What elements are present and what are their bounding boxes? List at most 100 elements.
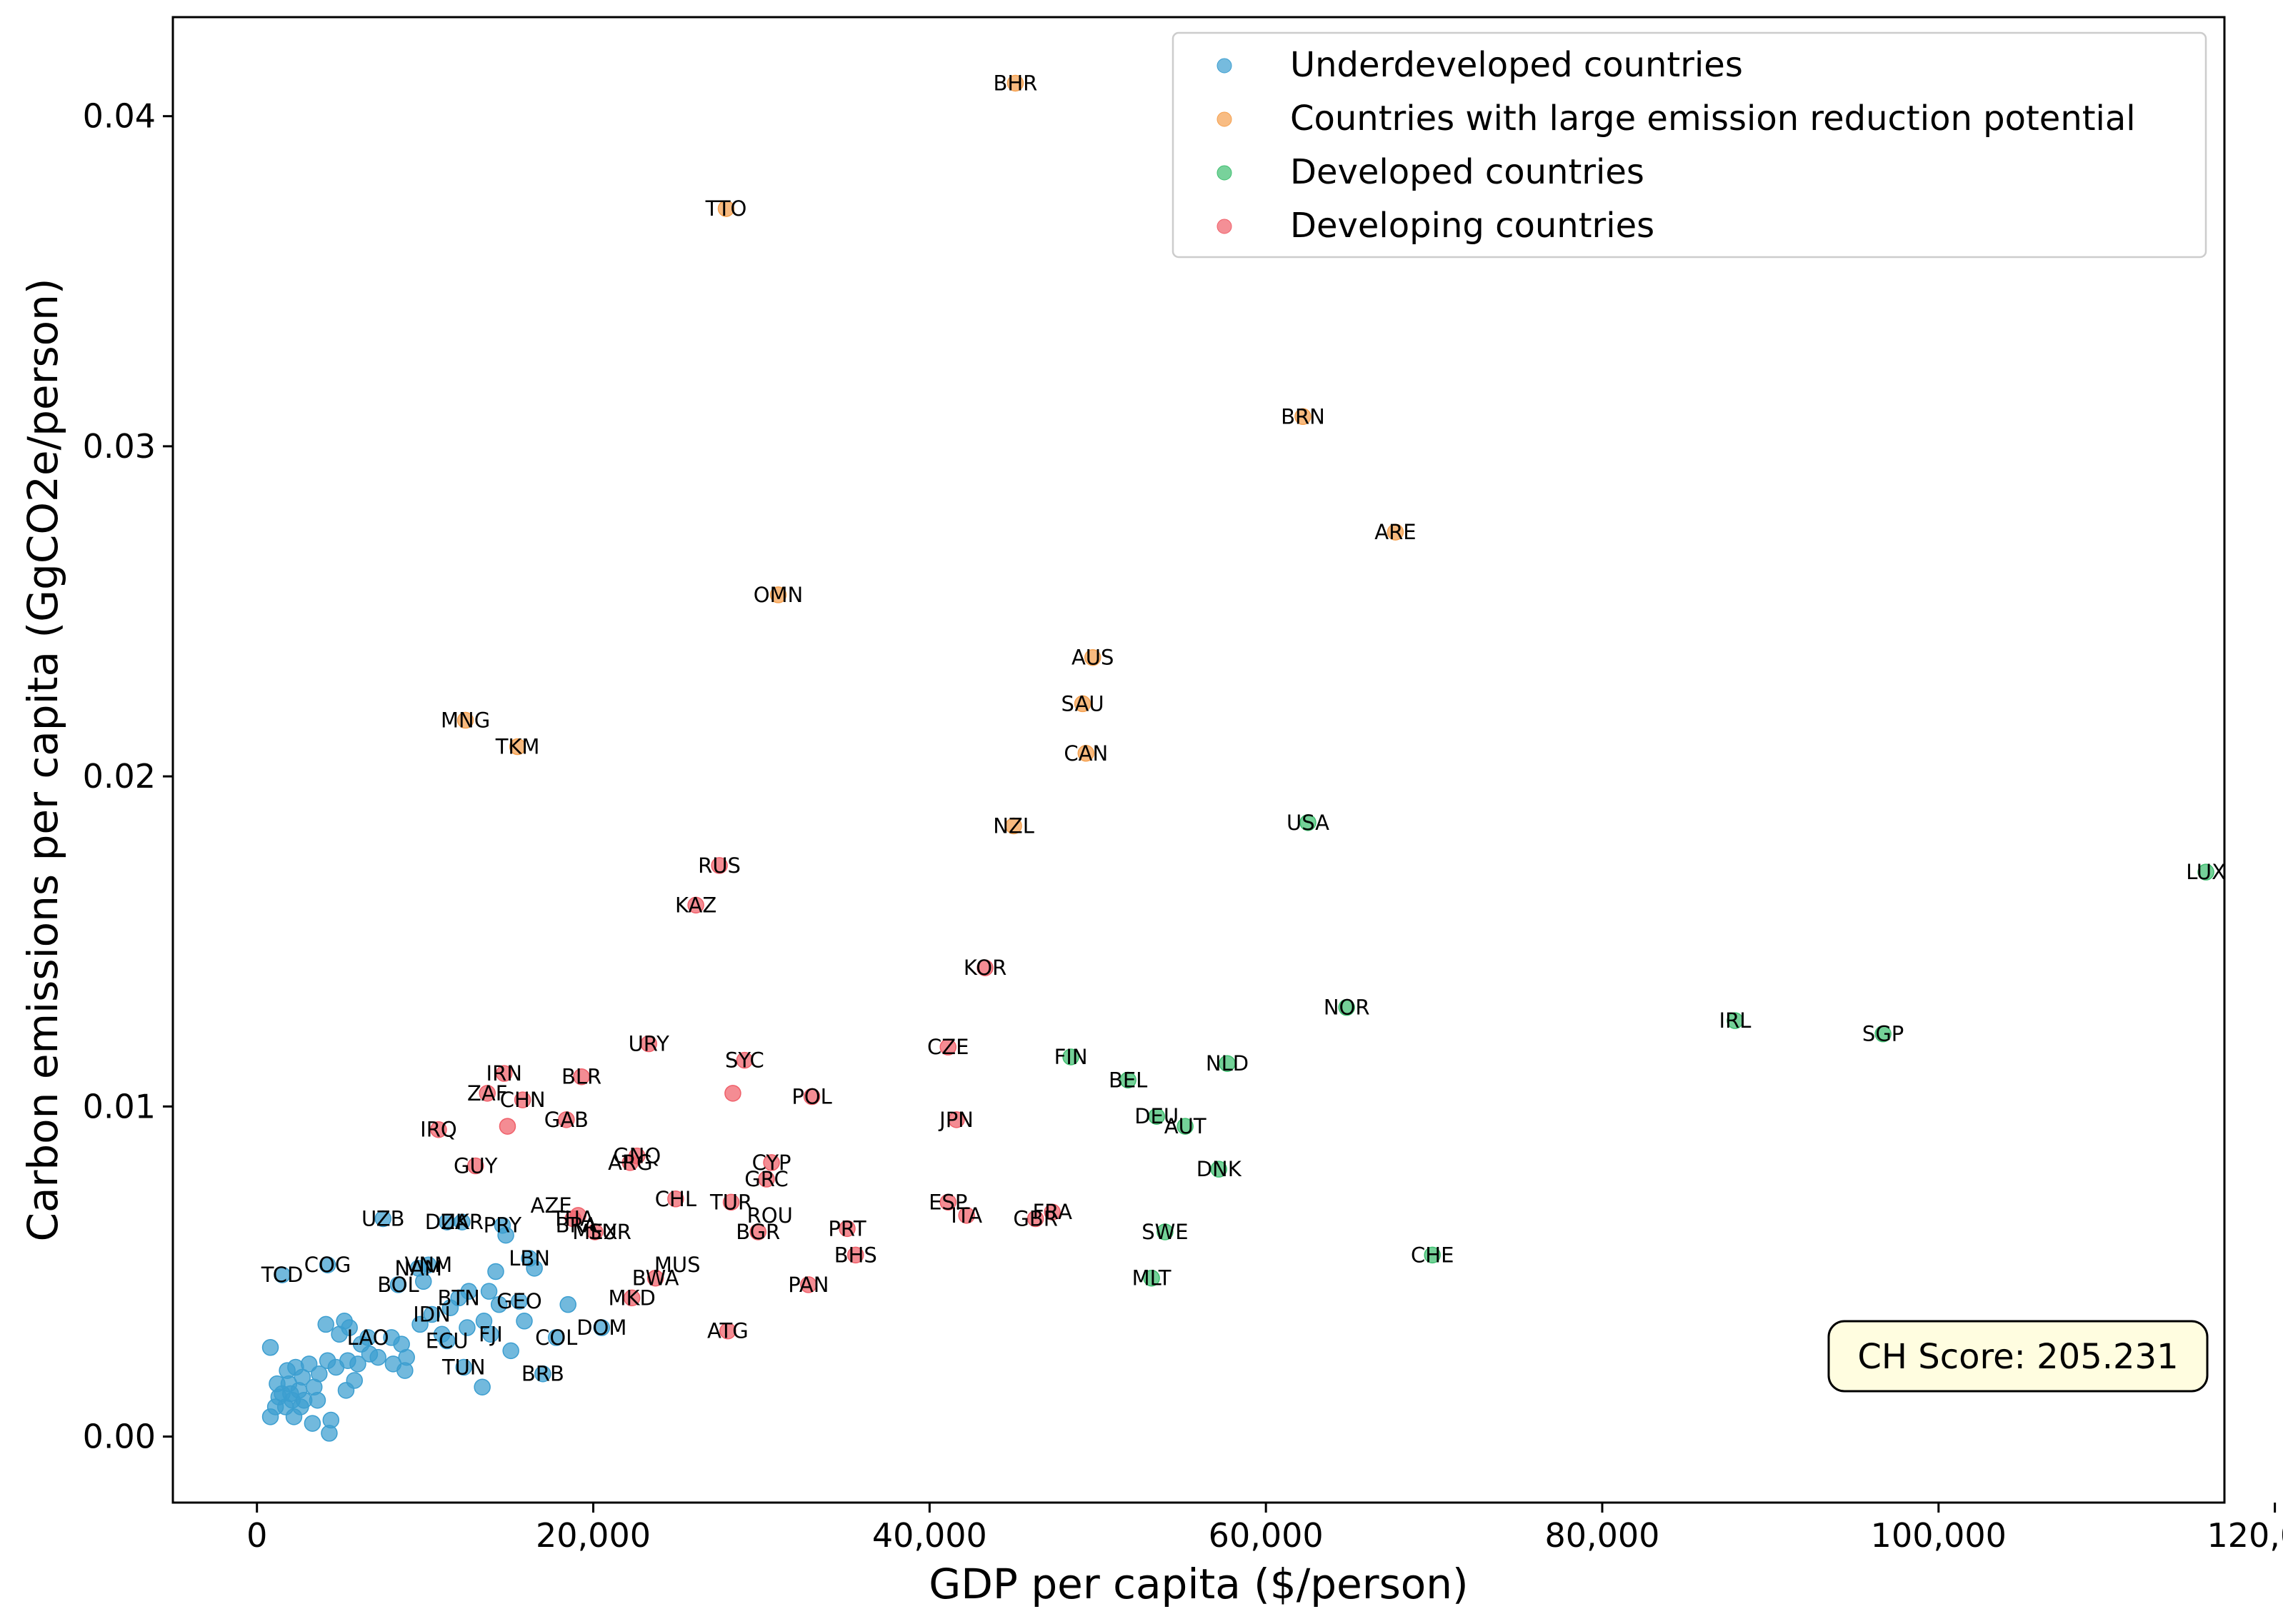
data-point bbox=[646, 1269, 664, 1287]
data-point bbox=[337, 1382, 355, 1399]
x-tick-label: 40,000 bbox=[872, 1516, 987, 1555]
point-label: BHR bbox=[993, 71, 1037, 95]
data-point bbox=[719, 1322, 736, 1340]
point-label: CHN bbox=[500, 1088, 546, 1112]
data-point bbox=[847, 1246, 864, 1264]
y-tick-label: 0.01 bbox=[83, 1087, 156, 1126]
point-label: IDN bbox=[413, 1303, 451, 1327]
data-point bbox=[1210, 1161, 1227, 1178]
data-point bbox=[1077, 745, 1095, 762]
point-label: TUR bbox=[709, 1190, 752, 1214]
point-label: UKR bbox=[441, 1210, 484, 1234]
data-point bbox=[1026, 1210, 1044, 1228]
data-point bbox=[1338, 998, 1355, 1016]
data-point bbox=[1084, 648, 1101, 666]
data-point bbox=[474, 1378, 491, 1395]
data-point bbox=[586, 1223, 604, 1240]
x-tick-label: 0 bbox=[246, 1516, 267, 1555]
data-point bbox=[261, 1408, 279, 1425]
point-label: ARE bbox=[1374, 520, 1416, 544]
data-point bbox=[640, 1035, 657, 1053]
data-point bbox=[321, 1425, 338, 1442]
data-point bbox=[769, 586, 787, 603]
data-point bbox=[1074, 695, 1091, 713]
data-point bbox=[939, 1193, 956, 1211]
data-point bbox=[466, 1157, 484, 1175]
point-label: GRC bbox=[744, 1167, 788, 1191]
point-label: MUS bbox=[654, 1253, 701, 1277]
point-label: CZE bbox=[927, 1035, 969, 1059]
data-point bbox=[270, 1388, 288, 1405]
data-point bbox=[496, 1065, 513, 1082]
point-label: ESP bbox=[929, 1190, 967, 1214]
data-point bbox=[441, 1299, 459, 1317]
point-label: GBR bbox=[1013, 1206, 1058, 1230]
data-point bbox=[667, 1191, 684, 1208]
point-label: FRA bbox=[1032, 1200, 1072, 1224]
point-label: MLT bbox=[1132, 1266, 1172, 1290]
data-point bbox=[423, 1305, 441, 1323]
point-label: JPN bbox=[938, 1108, 974, 1132]
point-label: LAO bbox=[347, 1325, 389, 1350]
data-point bbox=[569, 1207, 587, 1224]
data-point bbox=[1874, 1025, 1892, 1043]
data-point bbox=[1062, 1048, 1079, 1066]
x-tick-label: 80,000 bbox=[1544, 1516, 1659, 1555]
data-point bbox=[497, 1226, 514, 1244]
point-label: CYP bbox=[752, 1151, 791, 1175]
data-point bbox=[514, 1091, 531, 1108]
score-annotation: CH Score: 205.231 bbox=[1827, 1320, 2209, 1393]
data-point bbox=[352, 1335, 370, 1353]
points-layer bbox=[261, 74, 2214, 1442]
data-point bbox=[460, 1283, 478, 1300]
data-point bbox=[456, 711, 474, 729]
point-label: AUT bbox=[1164, 1114, 1207, 1138]
data-point bbox=[511, 1293, 528, 1310]
data-point bbox=[558, 1111, 575, 1128]
plot-frame bbox=[171, 16, 2226, 1504]
score-box bbox=[1827, 1320, 2209, 1393]
legend-box bbox=[1172, 31, 2207, 259]
point-label: SAU bbox=[1061, 691, 1104, 716]
point-label: AUS bbox=[1071, 646, 1114, 670]
data-point bbox=[593, 1319, 611, 1336]
point-label: BRA bbox=[556, 1213, 598, 1238]
point-label: PRY bbox=[484, 1213, 522, 1238]
point-label: CAN bbox=[1064, 741, 1108, 766]
point-label: URY bbox=[629, 1032, 670, 1056]
data-point bbox=[454, 1213, 471, 1230]
point-label: GUY bbox=[454, 1154, 498, 1178]
point-label: ITA bbox=[951, 1203, 982, 1228]
point-label: LBN bbox=[509, 1246, 550, 1270]
legend-label-developing: Developing countries bbox=[1290, 206, 1654, 246]
data-point bbox=[279, 1362, 296, 1379]
y-tick-label: 0.00 bbox=[83, 1418, 156, 1456]
legend: Underdeveloped countries Countries with … bbox=[1172, 31, 2207, 259]
data-point bbox=[1727, 1012, 1744, 1029]
point-label: BWA bbox=[632, 1266, 679, 1290]
point-label: NAM bbox=[394, 1256, 442, 1280]
data-point bbox=[304, 1415, 321, 1432]
data-point bbox=[396, 1362, 414, 1379]
data-point bbox=[803, 1088, 821, 1106]
data-point bbox=[502, 1342, 519, 1360]
data-point bbox=[1005, 817, 1022, 835]
point-label: GAB bbox=[544, 1108, 589, 1132]
legend-marker-reduction-potential bbox=[1217, 111, 1232, 127]
point-label: BRN bbox=[1281, 404, 1325, 428]
data-point bbox=[389, 1276, 407, 1293]
point-label: IRQ bbox=[420, 1118, 457, 1142]
data-point bbox=[1006, 74, 1024, 92]
point-label: IRL bbox=[1719, 1008, 1752, 1033]
point-label: PAN bbox=[788, 1273, 829, 1297]
point-label: THA bbox=[551, 1206, 595, 1230]
point-label: SYC bbox=[725, 1048, 764, 1073]
data-point bbox=[763, 1154, 780, 1171]
point-label: SGP bbox=[1862, 1022, 1904, 1046]
point-label: GNQ bbox=[613, 1144, 661, 1168]
point-label: CHE bbox=[1411, 1243, 1454, 1267]
data-point bbox=[415, 1273, 432, 1290]
data-point bbox=[749, 1223, 766, 1240]
